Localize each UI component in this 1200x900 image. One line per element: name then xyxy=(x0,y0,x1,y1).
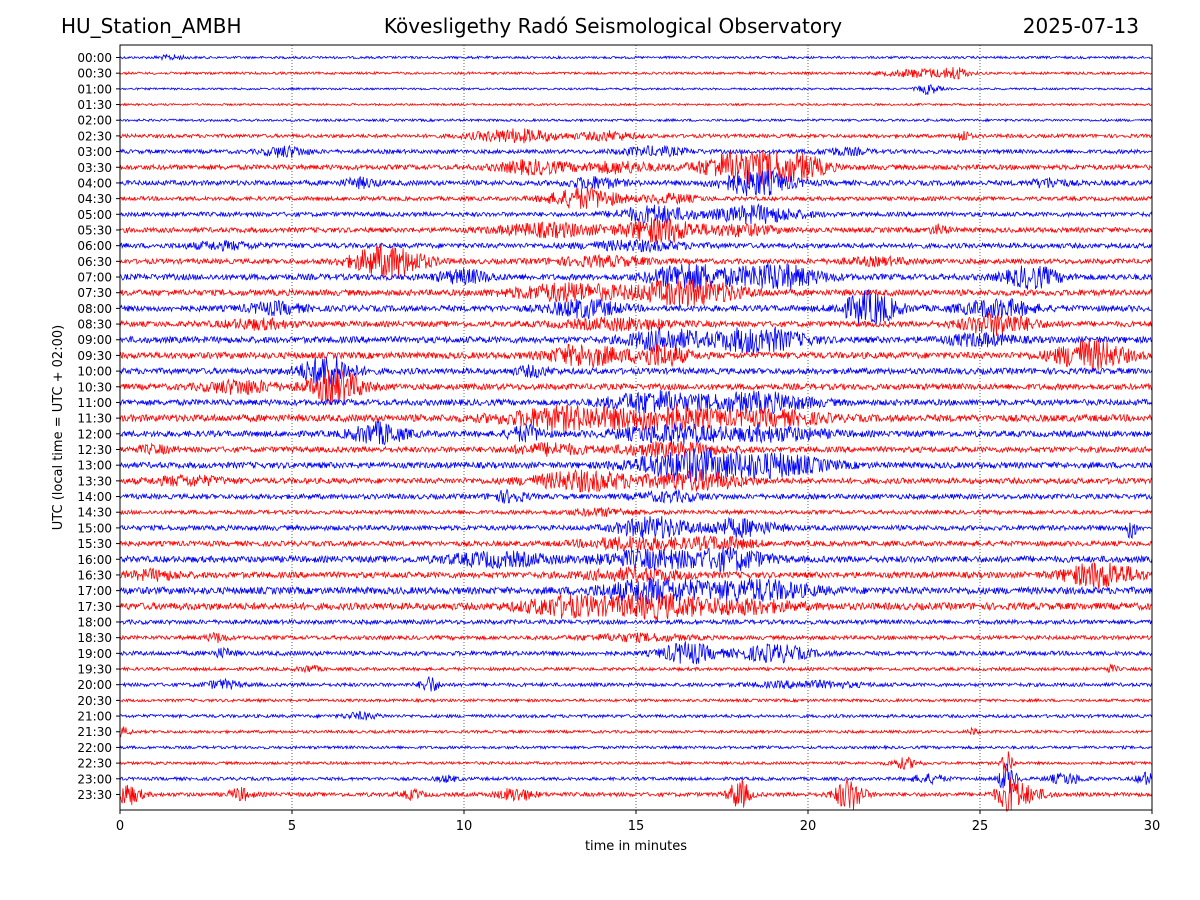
trace-1930 xyxy=(119,663,1153,673)
y-tick-label: 06:00 xyxy=(77,239,112,253)
y-tick-label: 05:30 xyxy=(77,223,112,237)
y-tick-label: 17:30 xyxy=(77,600,112,614)
y-tick-label: 03:30 xyxy=(77,161,112,175)
y-tick-label: 14:00 xyxy=(77,490,112,504)
y-tick-label: 06:30 xyxy=(77,255,112,269)
x-tick-label: 0 xyxy=(116,819,124,834)
trace-1830 xyxy=(119,631,1153,644)
trace-2330 xyxy=(119,777,1153,812)
trace-0700 xyxy=(119,262,1153,293)
y-tick-label: 12:00 xyxy=(77,427,112,441)
y-tick-label: 00:30 xyxy=(77,67,112,81)
trace-1700 xyxy=(119,577,1153,605)
y-tick-label: 05:00 xyxy=(77,208,112,222)
y-tick-label: 16:00 xyxy=(77,553,112,567)
y-tick-label: 12:30 xyxy=(77,443,112,457)
trace-0330 xyxy=(119,149,1153,186)
y-tick-label: 21:30 xyxy=(77,725,112,739)
trace-0500 xyxy=(119,203,1153,225)
y-tick-label: 10:00 xyxy=(77,365,112,379)
trace-0930 xyxy=(119,338,1153,373)
y-tick-label: 07:00 xyxy=(77,271,112,285)
y-tick-label: 20:00 xyxy=(77,678,112,692)
trace-1100 xyxy=(119,390,1153,415)
trace-1500 xyxy=(119,516,1153,539)
y-tick-label: 08:00 xyxy=(77,302,112,316)
y-tick-label: 08:30 xyxy=(77,318,112,332)
trace-2130 xyxy=(119,726,1153,738)
y-tick-label: 09:30 xyxy=(77,349,112,363)
y-tick-label: 00:00 xyxy=(77,51,112,65)
y-tick-label: 04:30 xyxy=(77,192,112,206)
trace-0400 xyxy=(119,170,1153,197)
y-tick-label: 15:30 xyxy=(77,537,112,551)
trace-2100 xyxy=(119,711,1153,721)
y-tick-label: 20:30 xyxy=(77,694,112,708)
x-tick-label: 15 xyxy=(628,819,645,834)
trace-1800 xyxy=(119,618,1153,626)
y-tick-label: 23:00 xyxy=(77,772,112,786)
trace-0530 xyxy=(119,216,1153,244)
plot-date: 2025-07-13 xyxy=(1022,14,1139,38)
y-tick-label: 15:00 xyxy=(77,521,112,535)
x-tick-label: 25 xyxy=(972,819,989,834)
y-tick-label: 18:00 xyxy=(77,615,112,629)
y-tick-label: 23:30 xyxy=(77,788,112,802)
trace-1430 xyxy=(119,506,1153,518)
y-tick-label: 03:00 xyxy=(77,145,112,159)
y-tick-label: 11:30 xyxy=(77,412,112,426)
y-tick-label: 22:00 xyxy=(77,741,112,755)
y-tick-label: 01:00 xyxy=(77,82,112,96)
x-axis-label: time in minutes xyxy=(585,839,687,854)
trace-0100 xyxy=(119,84,1153,96)
x-axis: 0 5 10 15 20 25 30 xyxy=(116,810,1160,834)
station-name: HU_Station_AMBH xyxy=(61,14,242,38)
x-tick-label: 5 xyxy=(288,819,296,834)
x-tick-label: 30 xyxy=(1144,819,1161,834)
y-tick-label: 04:00 xyxy=(77,176,112,190)
y-tick-label: 19:30 xyxy=(77,663,112,677)
y-tick-label: 18:30 xyxy=(77,631,112,645)
x-tick-label: 10 xyxy=(456,819,473,834)
y-tick-label: 14:30 xyxy=(77,506,112,520)
y-tick-label: 07:30 xyxy=(77,286,112,300)
y-tick-label: 11:00 xyxy=(77,396,112,410)
y-tick-label: 02:30 xyxy=(77,129,112,143)
y-tick-label: 09:00 xyxy=(77,333,112,347)
y-tick-label: 19:00 xyxy=(77,647,112,661)
y-tick-label: 16:30 xyxy=(77,568,112,582)
y-tick-label: 13:30 xyxy=(77,474,112,488)
y-tick-label: 10:30 xyxy=(77,380,112,394)
y-axis-label: UTC (local time = UTC + 02:00) xyxy=(51,325,66,530)
y-tick-label: 01:30 xyxy=(77,98,112,112)
y-tick-label: 21:00 xyxy=(77,710,112,724)
trace-0830 xyxy=(119,312,1153,336)
y-tick-label: 22:30 xyxy=(77,757,112,771)
trace-1230 xyxy=(119,441,1153,460)
y-tick-label: 02:00 xyxy=(77,114,112,128)
observatory-title: Kövesligethy Radó Seismological Observat… xyxy=(383,14,843,38)
y-tick-label: 13:00 xyxy=(77,459,112,473)
trace-1030 xyxy=(119,368,1153,405)
x-tick-label: 20 xyxy=(800,819,817,834)
y-tick-label: 17:00 xyxy=(77,584,112,598)
